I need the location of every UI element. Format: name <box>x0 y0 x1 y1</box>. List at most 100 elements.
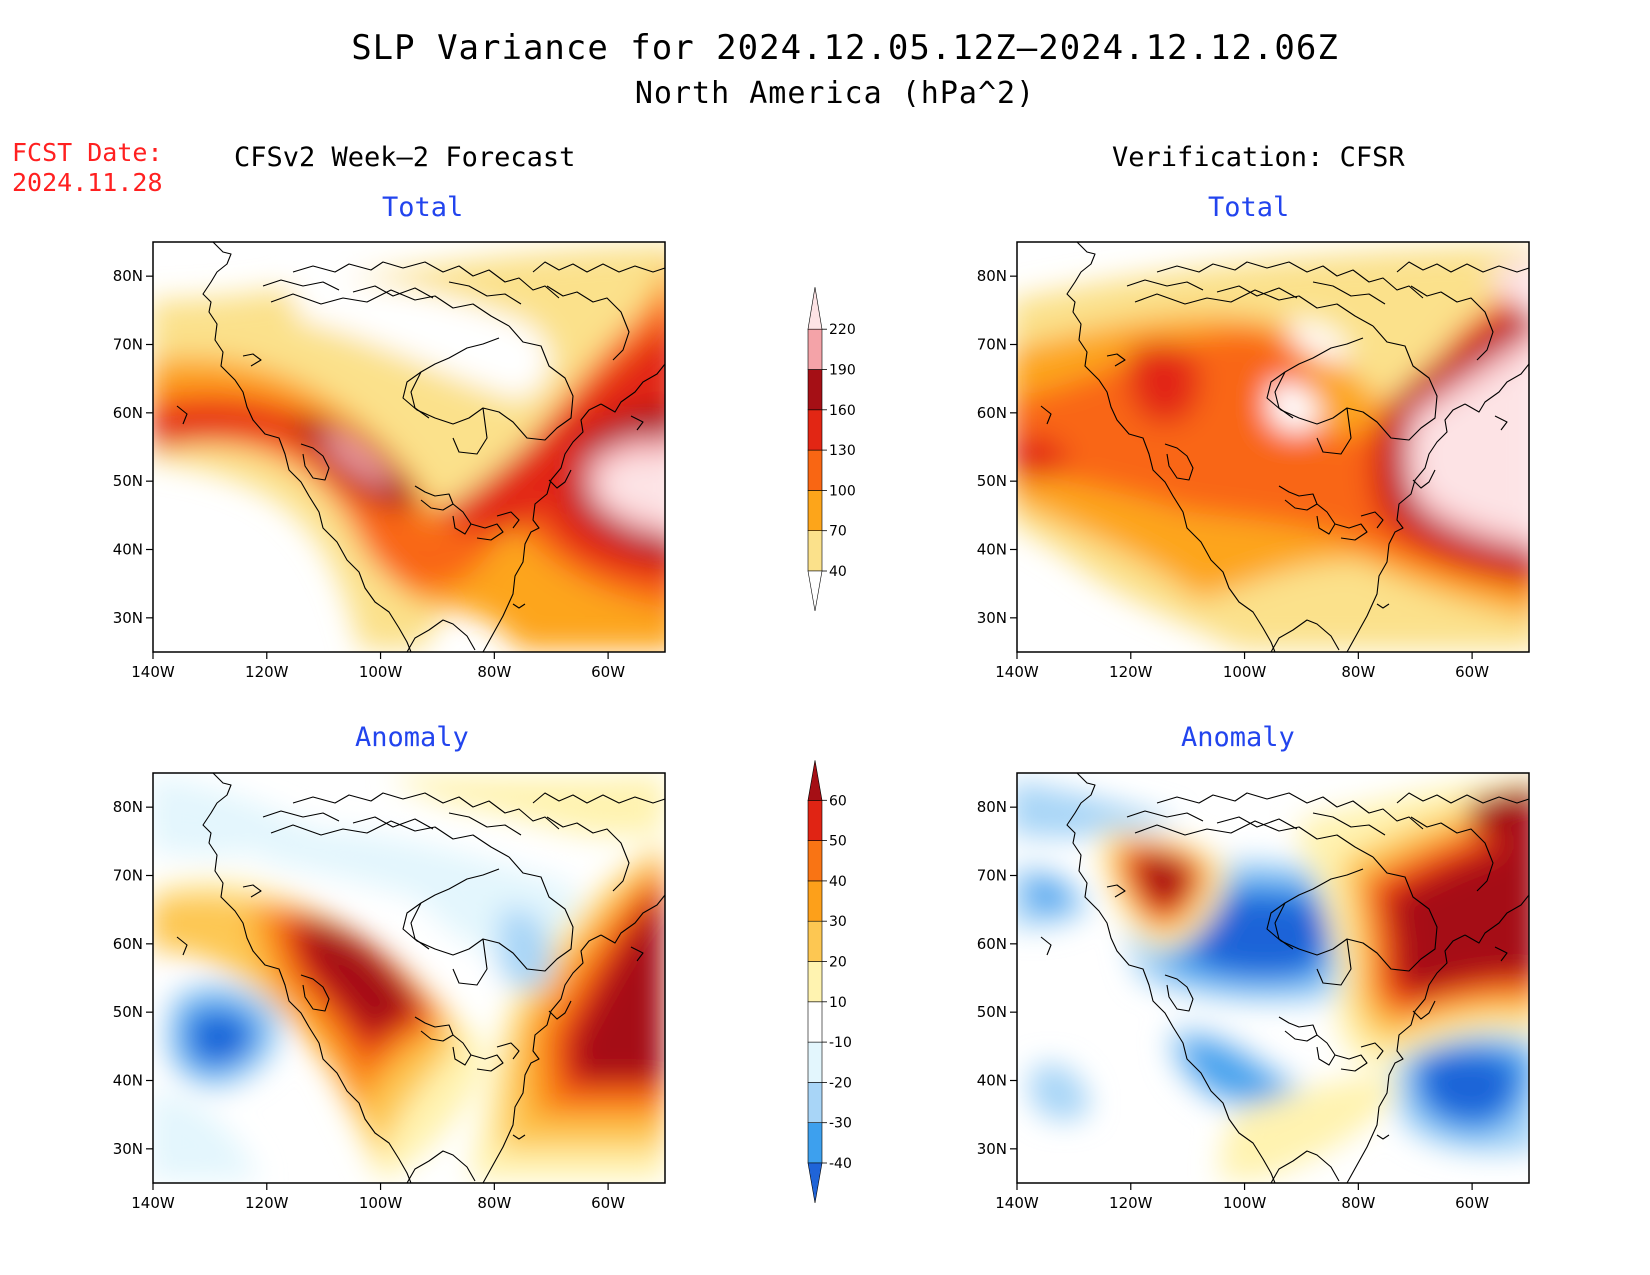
y-tick-label: 60N <box>113 404 143 422</box>
coastline <box>452 503 472 535</box>
map-axes: 140W 120W 100W 80W 60W 30N 40N 50N 60N 70N 80N 140W… <box>113 267 1490 1212</box>
colorbar-segment <box>807 1122 823 1164</box>
y-tick-label: 40N <box>113 541 143 559</box>
coastline <box>1316 1034 1336 1066</box>
coastline <box>548 469 572 489</box>
coastline <box>1346 403 1466 653</box>
coastline <box>1156 792 1424 830</box>
coastline <box>1376 603 1390 609</box>
coastline <box>1316 407 1352 455</box>
colorbar-segment <box>807 920 823 962</box>
verification-total-map <box>1016 241 1530 653</box>
forecast-anomaly-title: Anomaly <box>355 722 469 753</box>
coastline <box>452 938 488 986</box>
x-tick-label: 60W <box>1455 1194 1489 1212</box>
colorbar-segment <box>807 449 823 491</box>
coastline <box>300 974 330 1012</box>
colorbar-segment <box>807 1041 823 1083</box>
coastline <box>546 285 630 361</box>
page-title: SLP Variance for 2024.12.05.12Z–2024.12.… <box>351 28 1339 68</box>
x-tick-label: 100W <box>1223 1194 1267 1212</box>
x-tick-label: 100W <box>359 1194 403 1212</box>
coastline <box>482 403 602 653</box>
colorbar-label: 130 <box>829 443 856 459</box>
x-tick-label: 60W <box>591 663 625 681</box>
x-tick-label: 100W <box>359 663 403 681</box>
coastline <box>410 902 430 950</box>
x-tick-label: 60W <box>591 1194 625 1212</box>
coastline <box>176 405 188 425</box>
colorbar-label: 30 <box>829 914 847 930</box>
coastline <box>448 281 522 305</box>
forecast-column-title: CFSv2 Week–2 Forecast <box>234 142 576 173</box>
page-subtitle: North America (hPa^2) <box>634 76 1036 111</box>
coastline <box>270 289 510 327</box>
colorbar-segment <box>807 1001 823 1043</box>
coastline <box>1270 619 1340 653</box>
coastline <box>1412 469 1436 489</box>
coastline <box>270 820 510 858</box>
coastline <box>202 241 412 653</box>
x-tick-label: 140W <box>131 663 175 681</box>
x-tick-label: 60W <box>1455 663 1489 681</box>
colorbar-top-arrow <box>807 760 823 801</box>
colorbar-top-arrow <box>807 287 823 330</box>
coastline <box>1270 1150 1340 1184</box>
coastline <box>1312 812 1386 836</box>
coastline <box>414 1016 454 1042</box>
coastline <box>262 810 340 822</box>
coastline <box>1412 1000 1436 1020</box>
colorbar-segment <box>807 369 823 411</box>
coastline <box>1410 816 1494 892</box>
coastline <box>1274 902 1294 950</box>
y-tick-label: 60N <box>977 404 1007 422</box>
x-tick-label: 120W <box>245 1194 289 1212</box>
coastline <box>1346 934 1466 1184</box>
colorbar-label: 60 <box>829 793 847 809</box>
colorbar-segment <box>807 840 823 882</box>
y-tick-label: 80N <box>977 798 1007 816</box>
coastline <box>1126 810 1204 822</box>
x-tick-label: 120W <box>1109 1194 1153 1212</box>
y-tick-label: 60N <box>113 935 143 953</box>
coastline <box>1494 415 1508 431</box>
y-tick-label: 50N <box>977 1003 1007 1021</box>
coastline <box>352 285 434 299</box>
coastline <box>546 816 630 892</box>
coastline <box>532 792 666 804</box>
coastline <box>202 772 412 1184</box>
colorbar-segment <box>807 1082 823 1124</box>
coastline <box>496 511 520 529</box>
coastline <box>1040 936 1052 956</box>
coastline <box>300 443 330 481</box>
x-tick-label: 140W <box>995 1194 1039 1212</box>
x-tick-label: 120W <box>1109 663 1153 681</box>
y-tick-label: 80N <box>113 267 143 285</box>
y-tick-label: 30N <box>977 1140 1007 1158</box>
colorbar-label: -10 <box>829 1035 852 1051</box>
y-tick-label: 30N <box>113 1140 143 1158</box>
x-tick-label: 140W <box>131 1194 175 1212</box>
coastline <box>600 363 666 413</box>
coastline <box>1410 285 1494 361</box>
colorbar-segment <box>807 490 823 531</box>
coastline <box>262 279 340 291</box>
coastline <box>452 407 488 455</box>
coastline <box>1274 371 1294 419</box>
verification-total-title: Total <box>1208 192 1290 223</box>
coastline <box>470 1054 504 1072</box>
coastline <box>1464 363 1530 413</box>
x-tick-label: 80W <box>1341 1194 1375 1212</box>
coastline <box>292 792 560 830</box>
coastline <box>1494 946 1508 962</box>
y-tick-label: 30N <box>113 609 143 627</box>
anomaly-colorbar: -40 -30 -20 -10 10 20 30 40 50 60 <box>807 760 852 1204</box>
coastline <box>1040 405 1052 425</box>
coastline <box>548 1000 572 1020</box>
colorbar-label: 70 <box>829 524 847 540</box>
y-tick-label: 80N <box>113 798 143 816</box>
colorbar-segment <box>807 530 823 572</box>
coastline <box>1106 884 1126 898</box>
coastline <box>242 884 262 898</box>
colorbar-label: 160 <box>829 403 856 419</box>
